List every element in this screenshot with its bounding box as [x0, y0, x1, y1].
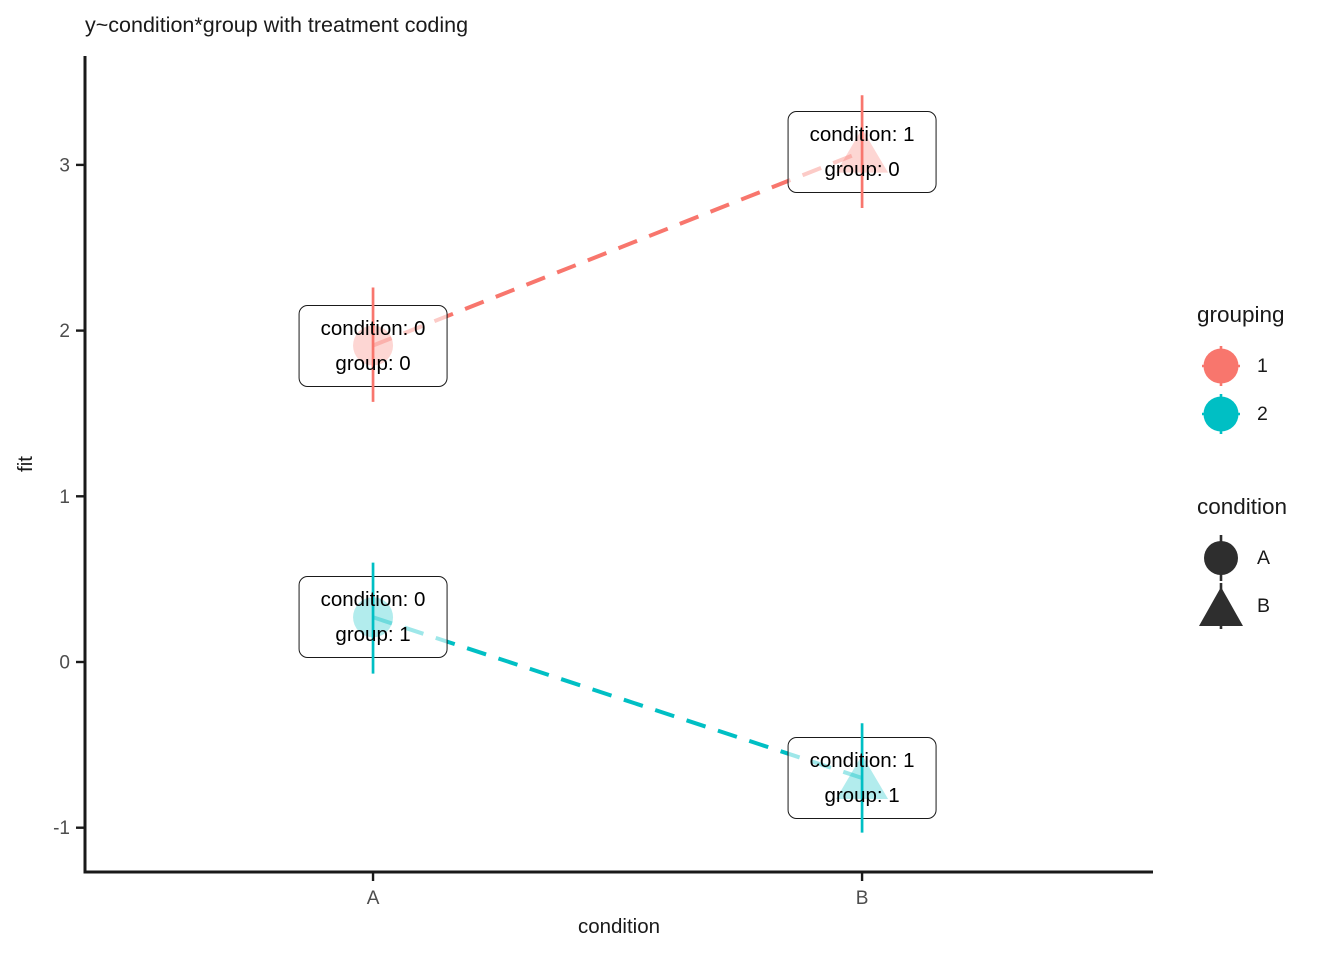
point-label: condition: 1group: 1 — [788, 737, 937, 819]
circle-key-icon — [1197, 534, 1245, 582]
triangle-key-icon — [1197, 582, 1245, 630]
points-layer — [0, 0, 1344, 960]
x-tick-label: B — [856, 888, 869, 909]
legend-label-grouping-2: 2 — [1257, 403, 1268, 426]
point-label-line: group: 1 — [810, 778, 915, 813]
legend-label-grouping-1: 1 — [1257, 355, 1268, 378]
point-label-line: condition: 1 — [810, 117, 915, 152]
legend-title-condition: condition — [1197, 494, 1287, 520]
legend-entry-condition-b: B — [1197, 582, 1287, 630]
y-tick-label: 2 — [59, 321, 70, 342]
point-label-line: group: 0 — [321, 346, 426, 381]
point-label-box: condition: 0group: 1 — [299, 576, 448, 658]
point-label-box: condition: 1group: 1 — [788, 737, 937, 819]
plot-canvas: y~condition*group with treatment coding … — [0, 0, 1344, 960]
y-tick-label: 0 — [59, 653, 70, 674]
legend-condition: condition A B — [1197, 494, 1287, 630]
point-label: condition: 0group: 1 — [299, 576, 448, 658]
y-axis-title: fit — [14, 456, 38, 472]
series-line-1 — [373, 152, 862, 346]
point-label: condition: 1group: 0 — [788, 111, 937, 193]
x-tick-label: A — [367, 888, 380, 909]
point-triangle — [836, 755, 888, 799]
grouping-1-key-icon — [1197, 342, 1245, 390]
chart-title: y~condition*group with treatment coding — [85, 13, 468, 38]
series-line-2 — [373, 617, 862, 778]
label-boxes-layer: condition: 0group: 0condition: 1group: 0… — [0, 0, 1344, 960]
y-tick-label: 3 — [59, 155, 70, 176]
legend-grouping: grouping 1 2 — [1197, 302, 1285, 438]
legend-entry-grouping-2: 2 — [1197, 390, 1285, 438]
point-label: condition: 0group: 0 — [299, 305, 448, 387]
plot-panel: 3 2 1 0 -1 A B — [0, 0, 1344, 960]
point-label-line: condition: 1 — [810, 743, 915, 778]
legend-label-condition-b: B — [1257, 595, 1270, 618]
point-label-box: condition: 0group: 0 — [299, 305, 448, 387]
legend-entry-grouping-1: 1 — [1197, 342, 1285, 390]
y-tick-label: -1 — [53, 818, 70, 839]
y-tick-label: 1 — [59, 487, 70, 508]
point-circle — [353, 326, 393, 366]
point-circle — [353, 597, 393, 637]
point-label-line: condition: 0 — [321, 582, 426, 617]
point-label-line: condition: 0 — [321, 311, 426, 346]
point-label-line: group: 1 — [321, 617, 426, 652]
grouping-2-key-icon — [1197, 390, 1245, 438]
legend-entry-condition-a: A — [1197, 534, 1287, 582]
point-triangle — [836, 129, 888, 173]
point-label-box: condition: 1group: 0 — [788, 111, 937, 193]
x-axis-title: condition — [85, 915, 1153, 939]
label-text-layer: condition: 0group: 0condition: 1group: 0… — [0, 0, 1344, 960]
legend-label-condition-a: A — [1257, 547, 1270, 570]
point-label-line: group: 0 — [810, 152, 915, 187]
legend-title-grouping: grouping — [1197, 302, 1285, 328]
